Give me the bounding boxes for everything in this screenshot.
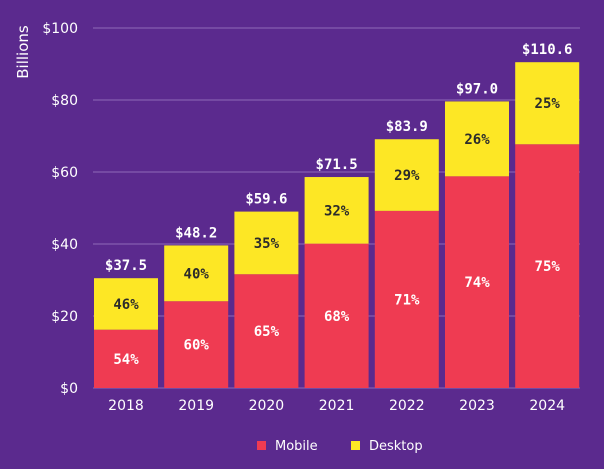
desktop-pct-label: 25% [535, 96, 561, 112]
grid-layer: $0 $20 $40 $60 $80 $100 [42, 21, 580, 397]
bar-mobile-2020 [234, 274, 299, 388]
total-label: $37.5 [105, 258, 147, 274]
bar-desktop-2020 [234, 211, 299, 275]
total-label: $71.5 [316, 157, 358, 173]
bar-mobile-2023 [445, 176, 509, 388]
desktop-pct-label: 29% [394, 168, 420, 184]
x-tick-label: 2019 [178, 398, 214, 414]
y-tick-label: $100 [42, 21, 78, 37]
bar-mobile-2018 [94, 329, 158, 388]
desktop-pct-label: 35% [254, 236, 280, 252]
bar-desktop-2021 [304, 177, 369, 244]
x-tick-label: 2020 [249, 398, 285, 414]
bar-mobile-2019 [164, 301, 229, 388]
bar-mobile-2021 [304, 243, 369, 388]
x-tick-label: 2018 [108, 398, 144, 414]
desktop-pct-label: 32% [324, 203, 350, 219]
x-tick-label: 2024 [529, 398, 565, 414]
legend-desktop-label: Desktop [369, 439, 423, 454]
legend-mobile-swatch [257, 441, 266, 450]
mobile-pct-label: 60% [184, 338, 210, 354]
total-label: $97.0 [456, 81, 498, 97]
total-label: $48.2 [175, 225, 217, 241]
total-label: $83.9 [386, 119, 428, 135]
labels-layer: 54% 46% $37.5 60% 40% $48.2 65% 35% $59.6 68% 32% $… [105, 42, 573, 368]
bar-mobile-2024 [515, 144, 580, 388]
bar-desktop-2024 [515, 62, 580, 145]
mobile-pct-label: 68% [324, 309, 350, 325]
total-label: $59.6 [245, 192, 287, 208]
y-tick-label: $40 [51, 237, 78, 253]
y-tick-label: $60 [51, 165, 78, 181]
legend-mobile-label: Mobile [275, 439, 318, 454]
mobile-pct-label: 71% [394, 292, 420, 308]
y-tick-label: $0 [60, 381, 78, 397]
total-label: $110.6 [522, 42, 573, 58]
y-tick-label: $80 [51, 93, 78, 109]
y-tick-label: $20 [51, 309, 78, 325]
desktop-pct-label: 46% [113, 297, 139, 313]
legend-desktop-swatch [351, 441, 360, 450]
x-tick-label: 2023 [459, 398, 495, 414]
mobile-pct-label: 75% [535, 259, 561, 275]
bar-desktop-2018 [94, 278, 158, 330]
y-axis-label: Billions [14, 25, 32, 79]
mobile-pct-label: 74% [464, 275, 490, 291]
desktop-pct-label: 40% [184, 266, 210, 282]
mobile-pct-label: 65% [254, 324, 280, 340]
bar-desktop-2023 [445, 101, 509, 177]
x-axis: 2018 2019 2020 2021 2022 2023 2024 [108, 398, 565, 414]
x-tick-label: 2022 [389, 398, 425, 414]
mobile-pct-label: 54% [113, 352, 139, 368]
desktop-pct-label: 26% [464, 132, 490, 148]
bar-mobile-2022 [374, 210, 439, 388]
bars-layer [94, 62, 580, 388]
bar-desktop-2019 [164, 245, 229, 302]
legend: Mobile Desktop [257, 439, 423, 454]
x-tick-label: 2021 [319, 398, 355, 414]
bar-desktop-2022 [374, 139, 439, 211]
